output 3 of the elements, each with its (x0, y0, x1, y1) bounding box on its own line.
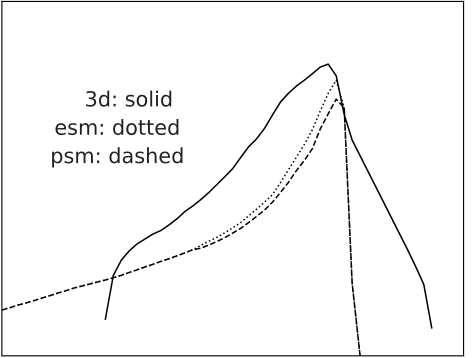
annotation: esm: dotted (55, 118, 178, 136)
annotation: 3d: solid (86, 90, 172, 107)
annotation: psm: dashed (52, 147, 182, 168)
